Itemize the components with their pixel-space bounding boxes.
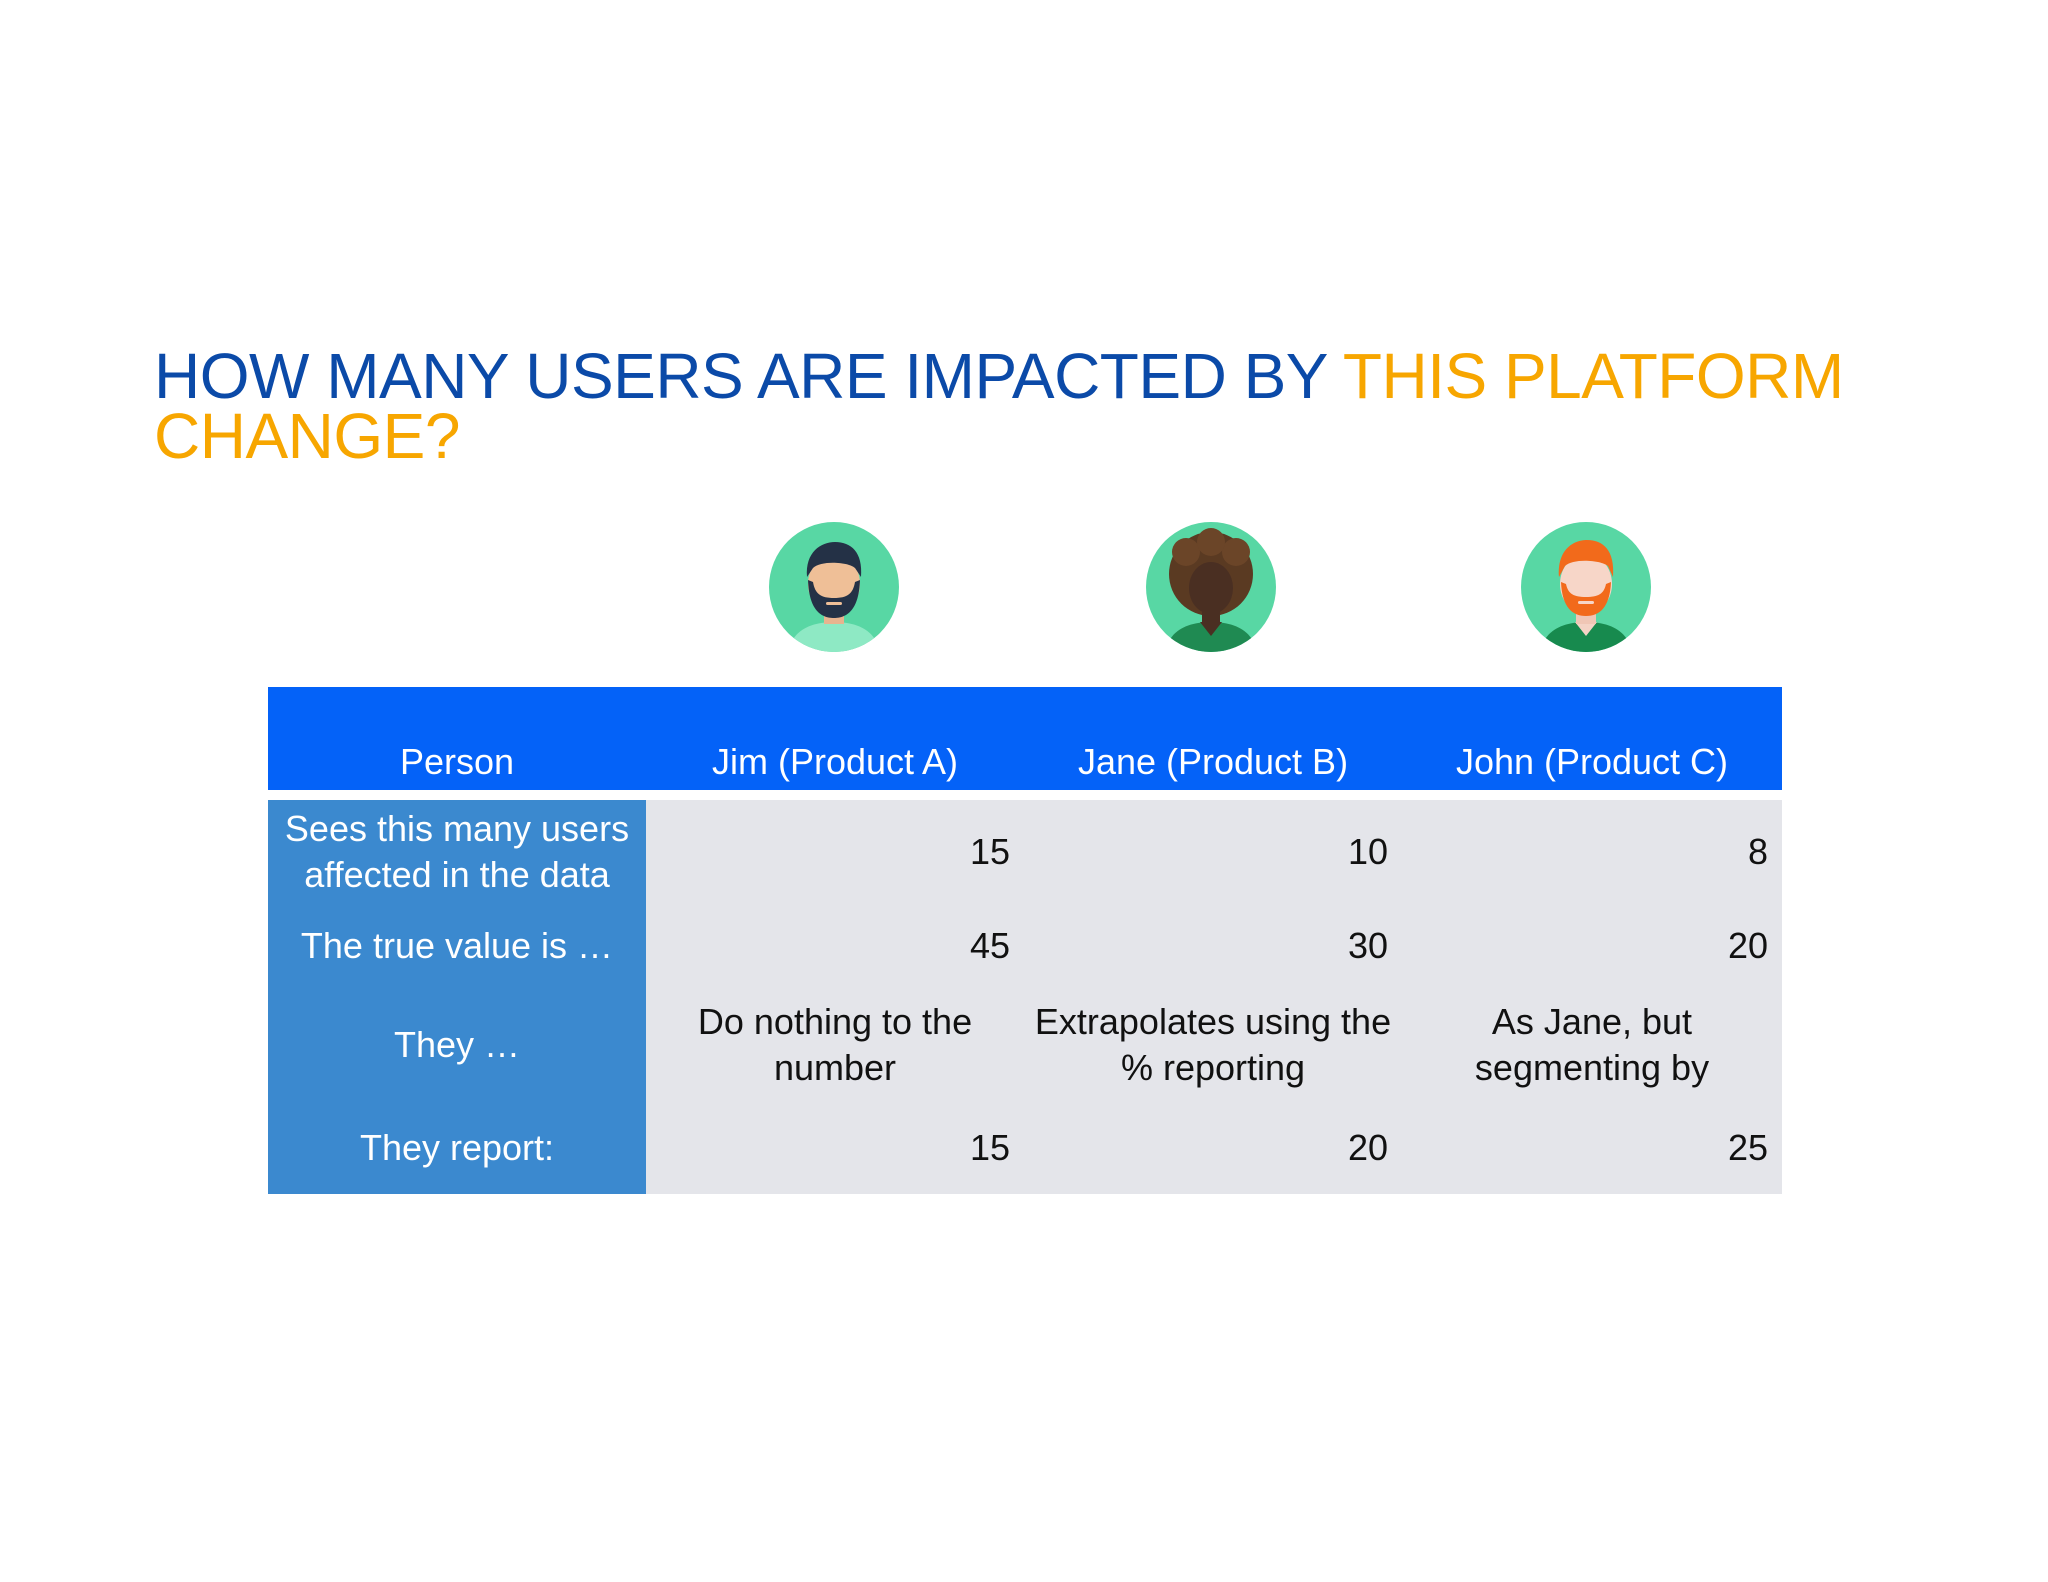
red-bearded-man-avatar-icon — [1521, 522, 1651, 652]
header-jim: Jim (Product A) — [646, 687, 1024, 790]
header-row: Person Jim (Product A) Jane (Product B) … — [268, 687, 1782, 790]
cell-jim-report: 15 — [646, 1102, 1024, 1194]
curly-hair-person-avatar-icon — [1146, 522, 1276, 652]
cell-john-method: As Jane, but segmenting by — [1402, 988, 1782, 1102]
table-row: They report: 15 20 25 — [268, 1102, 1782, 1194]
cell-jim-true-value: 45 — [646, 904, 1024, 988]
cell-jim-sees: 15 — [646, 800, 1024, 904]
cell-jane-sees: 10 — [1024, 800, 1402, 904]
title-main: HOW MANY USERS ARE IMPACTED BY — [154, 340, 1343, 412]
title-accent: THIS PLATFORM CHANGE? — [154, 340, 1844, 472]
header-john: John (Product C) — [1402, 687, 1782, 790]
cell-john-true-value: 20 — [1402, 904, 1782, 988]
page-title: HOW MANY USERS ARE IMPACTED BY THIS PLAT… — [154, 344, 1954, 468]
header-jane: Jane (Product B) — [1024, 687, 1402, 790]
table-row: The true value is … 45 30 20 — [268, 904, 1782, 988]
cell-jim-method: Do nothing to the number — [646, 988, 1024, 1102]
row-label-they: They … — [268, 988, 646, 1102]
comparison-table: Person Jim (Product A) Jane (Product B) … — [268, 687, 1782, 1194]
cell-jane-method: Extrapolates using the % reporting — [1024, 988, 1402, 1102]
row-label-true-value: The true value is … — [268, 904, 646, 988]
header-person: Person — [268, 687, 646, 790]
cell-jane-report: 20 — [1024, 1102, 1402, 1194]
table-row: Sees this many users affected in the dat… — [268, 800, 1782, 904]
cell-jane-true-value: 30 — [1024, 904, 1402, 988]
table-row: They … Do nothing to the number Extrapol… — [268, 988, 1782, 1102]
bearded-man-avatar-icon — [769, 522, 899, 652]
cell-john-report: 25 — [1402, 1102, 1782, 1194]
row-label-sees: Sees this many users affected in the dat… — [268, 800, 646, 904]
cell-john-sees: 8 — [1402, 800, 1782, 904]
row-label-report: They report: — [268, 1102, 646, 1194]
